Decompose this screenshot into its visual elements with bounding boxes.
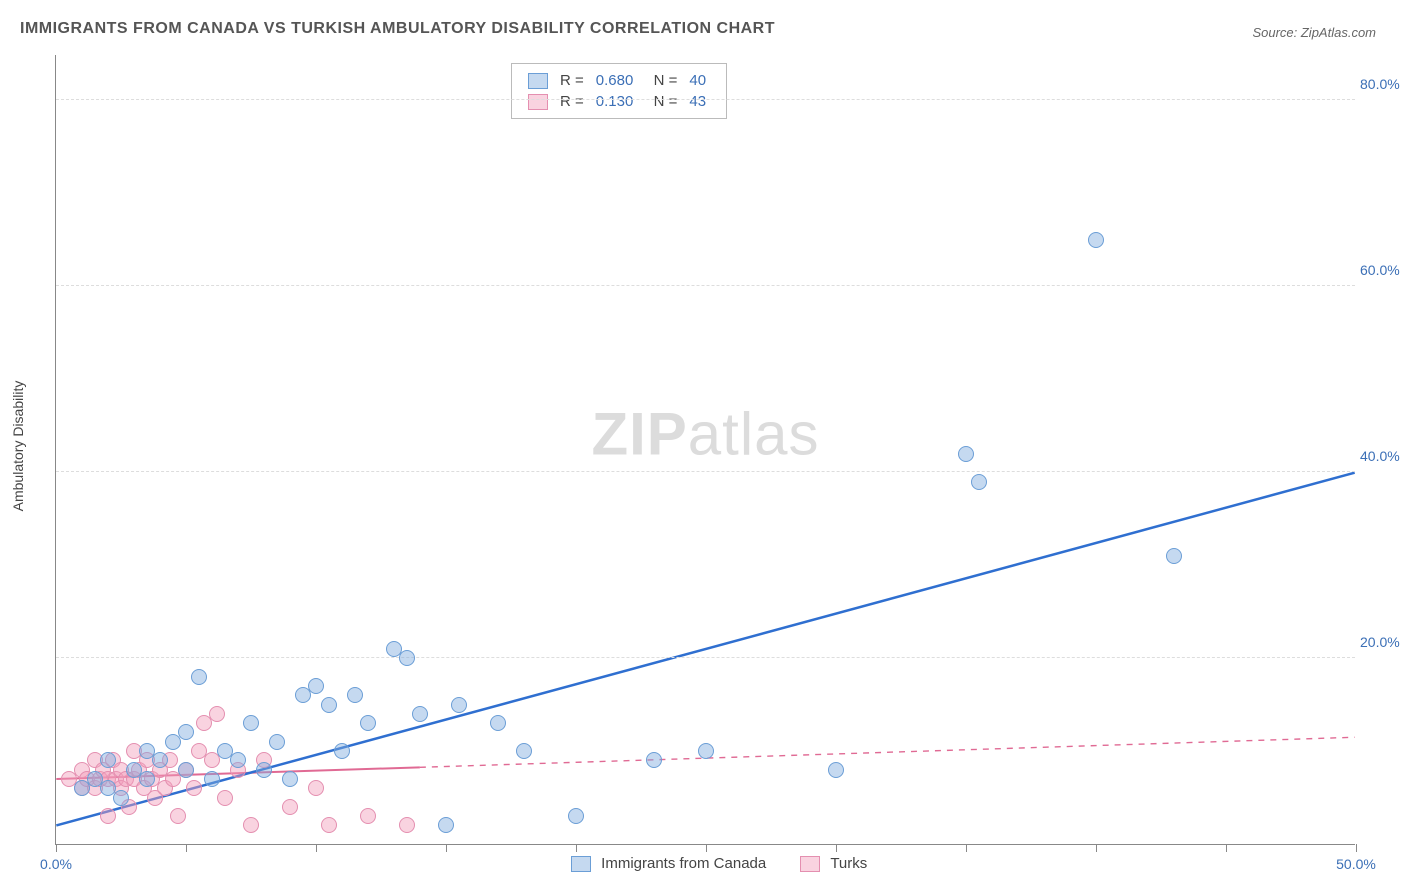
x-tick — [446, 844, 447, 852]
chart-title: IMMIGRANTS FROM CANADA VS TURKISH AMBULA… — [20, 20, 775, 38]
source-label: Source: ZipAtlas.com — [1252, 25, 1376, 40]
point-turks — [217, 790, 233, 806]
point-canada — [516, 743, 532, 759]
point-canada — [568, 808, 584, 824]
legend-item-turks: Turks — [800, 855, 867, 872]
point-canada — [347, 687, 363, 703]
point-canada — [139, 771, 155, 787]
gridline — [56, 99, 1355, 100]
gridline — [56, 471, 1355, 472]
r-label: R = — [554, 91, 590, 112]
gridline — [56, 657, 1355, 658]
point-canada — [958, 446, 974, 462]
x-tick — [186, 844, 187, 852]
point-canada — [308, 678, 324, 694]
point-canada — [698, 743, 714, 759]
point-canada — [269, 734, 285, 750]
legend-item-canada: Immigrants from Canada — [571, 855, 770, 872]
y-axis-label: Ambulatory Disability — [10, 381, 26, 512]
n-label: N = — [639, 70, 683, 91]
r-label: R = — [554, 70, 590, 91]
trend-line-dashed — [420, 737, 1355, 767]
x-tick — [966, 844, 967, 852]
point-canada — [282, 771, 298, 787]
point-turks — [399, 817, 415, 833]
point-canada — [412, 706, 428, 722]
point-canada — [646, 752, 662, 768]
swatch-canada — [528, 73, 548, 89]
x-tick — [836, 844, 837, 852]
point-turks — [360, 808, 376, 824]
point-canada — [113, 790, 129, 806]
point-canada — [204, 771, 220, 787]
point-canada — [490, 715, 506, 731]
gridline — [56, 285, 1355, 286]
scatter-plot-area: ZIPatlas R = 0.680 N = 40 R = 0.130 N = … — [55, 55, 1355, 845]
trend-line — [56, 473, 1354, 826]
point-canada — [243, 715, 259, 731]
swatch-canada — [571, 856, 591, 872]
y-tick-label: 60.0% — [1360, 262, 1406, 278]
legend-label-canada: Immigrants from Canada — [601, 855, 766, 872]
x-tick — [576, 844, 577, 852]
point-turks — [308, 780, 324, 796]
stats-row-canada: R = 0.680 N = 40 — [522, 70, 712, 91]
point-canada — [1166, 548, 1182, 564]
watermark: ZIPatlas — [591, 399, 819, 468]
point-turks — [243, 817, 259, 833]
y-tick-label: 80.0% — [1360, 76, 1406, 92]
point-canada — [256, 762, 272, 778]
point-turks — [170, 808, 186, 824]
point-canada — [178, 724, 194, 740]
x-tick — [1096, 844, 1097, 852]
point-canada — [1088, 232, 1104, 248]
r-value-canada: 0.680 — [590, 70, 640, 91]
swatch-turks — [800, 856, 820, 872]
y-tick-label: 40.0% — [1360, 448, 1406, 464]
point-canada — [971, 474, 987, 490]
x-tick-label: 50.0% — [1336, 856, 1376, 872]
point-canada — [451, 697, 467, 713]
point-canada — [191, 669, 207, 685]
x-tick-label: 0.0% — [40, 856, 72, 872]
x-tick — [1356, 844, 1357, 852]
swatch-turks — [528, 94, 548, 110]
y-tick-label: 20.0% — [1360, 634, 1406, 650]
stats-legend: R = 0.680 N = 40 R = 0.130 N = 43 — [511, 63, 727, 119]
point-turks — [282, 799, 298, 815]
x-tick — [1226, 844, 1227, 852]
x-tick — [56, 844, 57, 852]
stats-row-turks: R = 0.130 N = 43 — [522, 91, 712, 112]
x-tick — [316, 844, 317, 852]
point-turks — [209, 706, 225, 722]
point-canada — [178, 762, 194, 778]
series-legend: Immigrants from Canada Turks — [571, 855, 897, 872]
point-canada — [334, 743, 350, 759]
point-canada — [360, 715, 376, 731]
n-value-canada: 40 — [683, 70, 712, 91]
x-tick — [706, 844, 707, 852]
point-turks — [186, 780, 202, 796]
point-canada — [152, 752, 168, 768]
n-value-turks: 43 — [683, 91, 712, 112]
point-turks — [100, 808, 116, 824]
r-value-turks: 0.130 — [590, 91, 640, 112]
point-canada — [100, 752, 116, 768]
point-turks — [321, 817, 337, 833]
point-canada — [399, 650, 415, 666]
point-canada — [438, 817, 454, 833]
point-canada — [230, 752, 246, 768]
n-label: N = — [639, 91, 683, 112]
legend-label-turks: Turks — [830, 855, 867, 872]
point-canada — [828, 762, 844, 778]
point-canada — [321, 697, 337, 713]
